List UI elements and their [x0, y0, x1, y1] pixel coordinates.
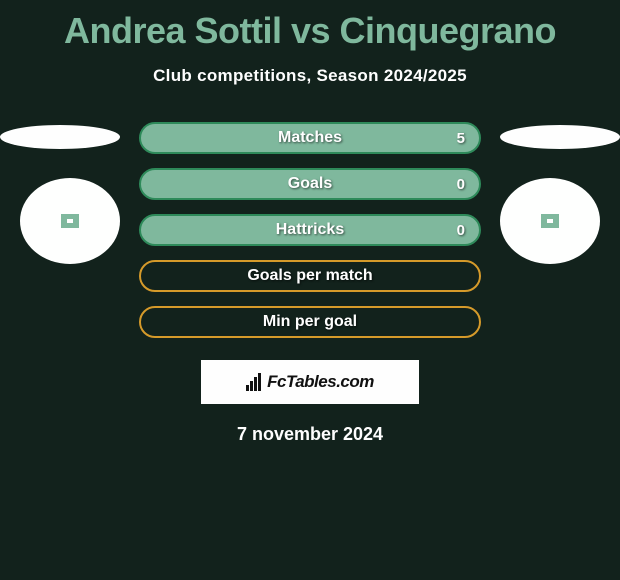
subtitle: Club competitions, Season 2024/2025 — [0, 66, 620, 86]
stat-row: Min per goal — [139, 306, 481, 338]
avatar-placeholder-icon — [541, 214, 559, 228]
stat-label: Goals per match — [247, 267, 372, 285]
decor-ellipse-left — [0, 125, 120, 149]
stat-label: Matches — [278, 129, 342, 147]
stat-value: 0 — [457, 176, 465, 193]
source-badge-text: FcTables.com — [267, 372, 374, 392]
stat-row: Goals per match — [139, 260, 481, 292]
page-title: Andrea Sottil vs Cinquegrano — [0, 0, 620, 52]
stat-label: Goals — [288, 175, 332, 193]
date-label: 7 november 2024 — [0, 424, 620, 445]
stat-row: Goals 0 — [139, 168, 481, 200]
player-avatar-right — [500, 178, 600, 264]
stat-label: Min per goal — [263, 313, 357, 331]
stat-value: 0 — [457, 222, 465, 239]
stat-value: 5 — [457, 130, 465, 147]
decor-ellipse-right — [500, 125, 620, 149]
player-avatar-left — [20, 178, 120, 264]
stat-row: Matches 5 — [139, 122, 481, 154]
stat-label: Hattricks — [276, 221, 344, 239]
source-badge: FcTables.com — [201, 360, 419, 404]
bars-icon — [246, 373, 261, 391]
avatar-placeholder-icon — [61, 214, 79, 228]
stat-row: Hattricks 0 — [139, 214, 481, 246]
